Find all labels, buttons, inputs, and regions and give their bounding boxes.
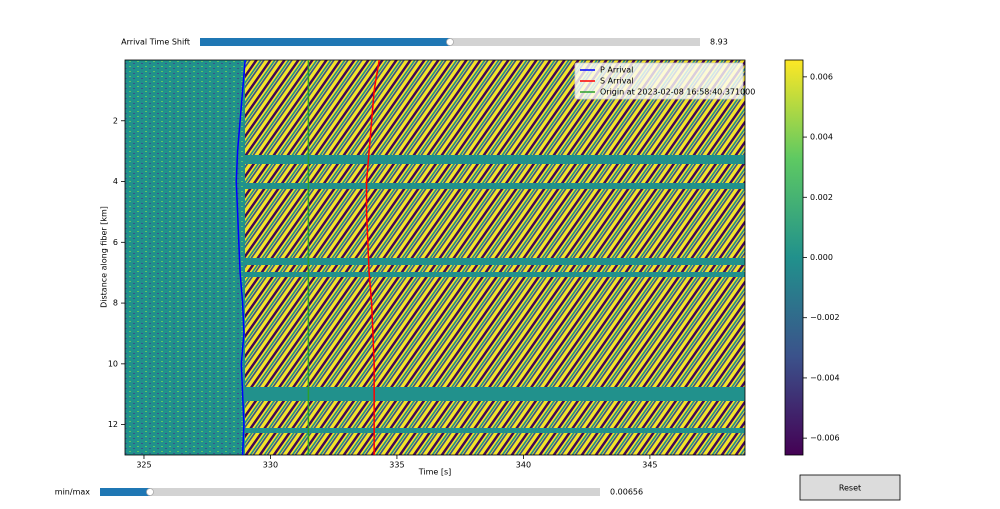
legend-label: Origin at 2023-02-08 16:58:40.371000 xyxy=(600,88,755,97)
y-tick-label: 4 xyxy=(113,177,118,186)
colorbar-tick-label: 0.002 xyxy=(810,193,833,202)
series-line xyxy=(365,59,380,455)
y-tick-label: 8 xyxy=(113,299,118,308)
button-box[interactable] xyxy=(799,474,901,501)
colorbar-tick-label: 0.000 xyxy=(810,253,833,262)
slider-fill xyxy=(100,488,150,496)
y-axis-label: Distance along fiber [km] xyxy=(100,206,109,308)
x-tick-label: 325 xyxy=(136,461,151,470)
x-tick-label: 335 xyxy=(389,461,404,470)
y-tick-label: 6 xyxy=(113,238,118,247)
x-tick-label: 330 xyxy=(263,461,278,470)
slider-value: 0.00656 xyxy=(610,488,643,497)
legend-label: P Arrival xyxy=(600,66,633,75)
x-axis-label: Time [s] xyxy=(418,468,452,477)
legend-label: S Arrival xyxy=(600,77,634,86)
y-tick-label: 10 xyxy=(108,359,118,368)
colorbar-tick-label: −0.002 xyxy=(810,313,840,322)
slider-fill xyxy=(200,38,450,46)
x-tick-label: 340 xyxy=(516,461,531,470)
x-tick-label: 345 xyxy=(642,461,657,470)
y-tick-label: 2 xyxy=(113,116,118,125)
colorbar-tick-label: −0.004 xyxy=(810,373,840,382)
slider-handle[interactable] xyxy=(446,38,454,46)
legend: P Arrival S Arrival Origin at 2023-02-08 1… xyxy=(574,62,755,100)
reset-button[interactable]: Reset xyxy=(799,474,901,501)
slider-value: 8.93 xyxy=(710,38,728,47)
slider-track[interactable] xyxy=(100,488,600,496)
button-label[interactable]: Reset xyxy=(839,484,861,493)
slider-label: Arrival Time Shift xyxy=(121,38,190,47)
series-line xyxy=(235,59,246,456)
slider-label: min/max xyxy=(55,488,90,497)
plot-frame xyxy=(124,59,746,456)
y-tick-label: 12 xyxy=(108,420,118,429)
waterfall-image xyxy=(125,60,745,455)
colorbar-tick-label: −0.006 xyxy=(810,434,840,443)
colorbar-tick-label: 0.004 xyxy=(810,133,833,142)
colorbar-tick-label: 0.006 xyxy=(810,72,833,81)
slider-handle[interactable] xyxy=(146,488,154,496)
colorbar xyxy=(784,59,804,456)
